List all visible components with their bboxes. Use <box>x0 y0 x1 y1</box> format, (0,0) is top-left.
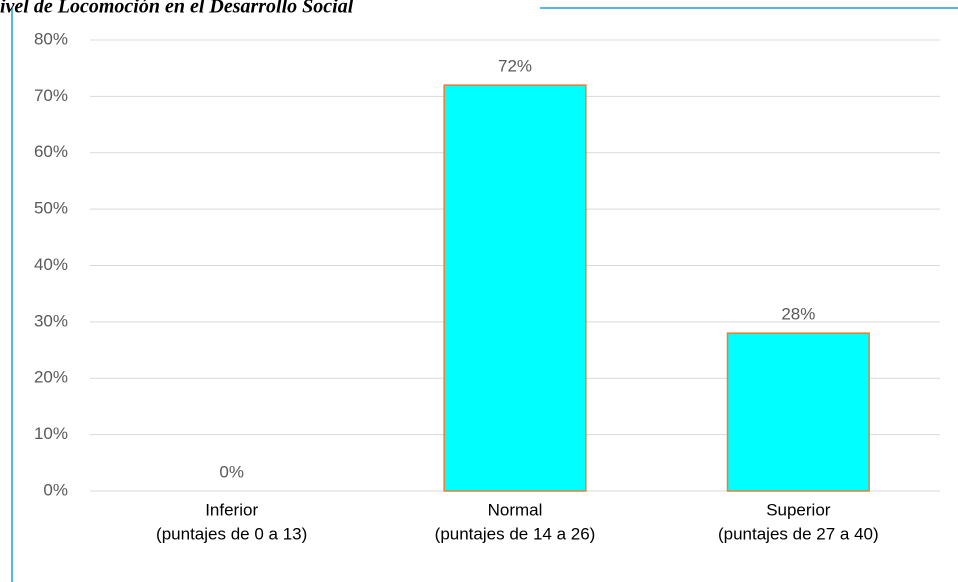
value-label: 0% <box>219 462 244 481</box>
x-tick-label: (puntajes de 27 a 40) <box>718 524 879 543</box>
y-tick-label: 80% <box>34 29 68 48</box>
value-label: 72% <box>498 57 532 76</box>
y-tick-label: 10% <box>34 424 68 443</box>
y-tick-label: 50% <box>34 199 68 218</box>
x-tick-label: Superior <box>766 500 831 519</box>
y-tick-label: 40% <box>34 255 68 274</box>
x-tick-label: Inferior <box>205 500 258 519</box>
y-tick-label: 0% <box>43 480 68 499</box>
chart-title: ivel de Locomoción en el Desarrollo Soci… <box>0 0 354 18</box>
x-tick-label: (puntajes de 14 a 26) <box>435 524 596 543</box>
y-tick-label: 20% <box>34 368 68 387</box>
bar <box>443 84 587 492</box>
y-tick-label: 70% <box>34 86 68 105</box>
x-tick-label: Normal <box>488 500 543 519</box>
x-tick-label: (puntajes de 0 a 13) <box>156 524 307 543</box>
bar <box>726 332 870 492</box>
value-label: 28% <box>781 305 815 324</box>
y-tick-label: 60% <box>34 142 68 161</box>
y-tick-label: 30% <box>34 311 68 330</box>
